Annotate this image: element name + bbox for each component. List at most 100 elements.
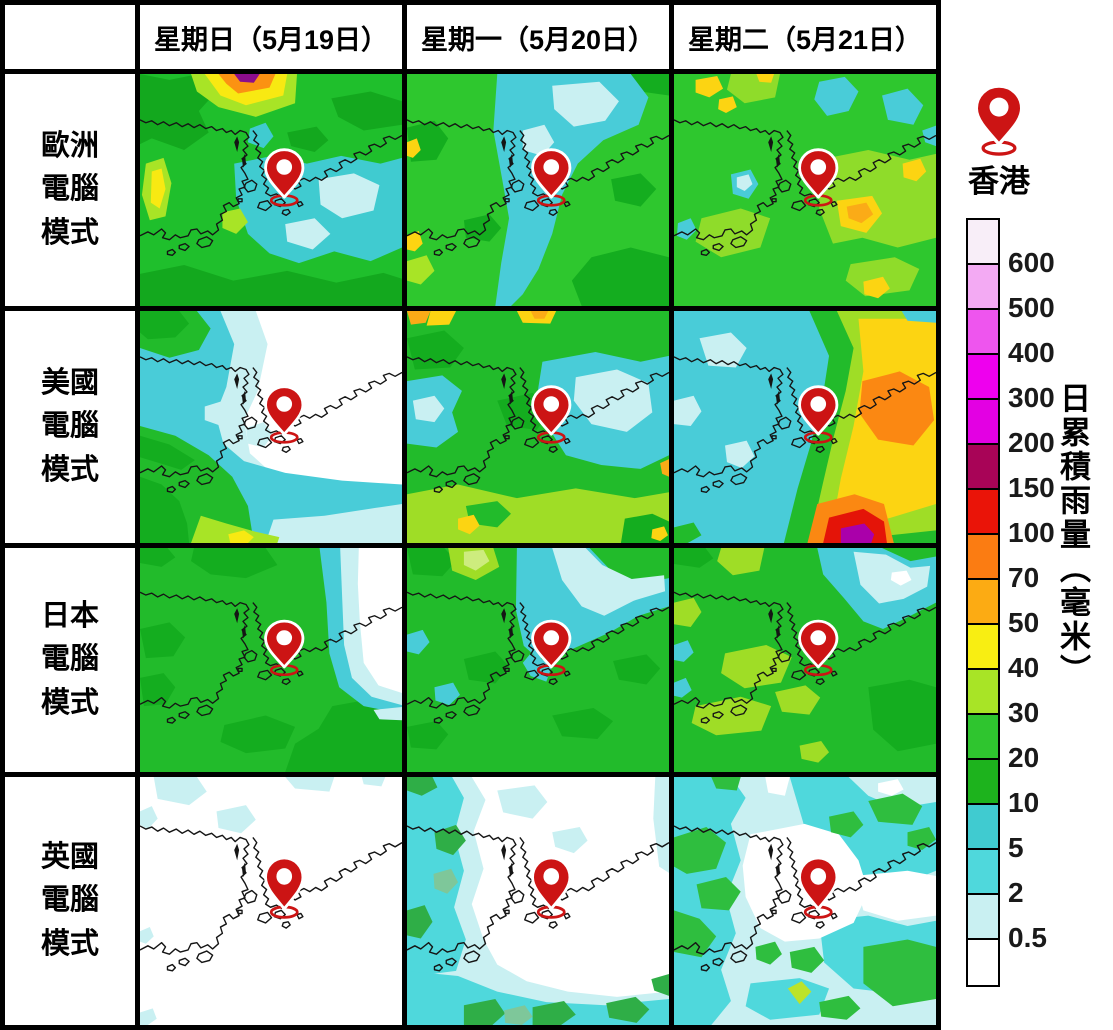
colorbar-tick-200: 200 — [1008, 427, 1055, 458]
model-label-cell-1: 美國電腦模式 — [5, 311, 135, 543]
colorbar-band-11 — [968, 715, 998, 760]
model-label-cell-2: 日本電腦模式 — [5, 548, 135, 772]
map-panel-r1c1 — [407, 311, 669, 543]
rain-contour — [140, 673, 176, 707]
rain-contour — [407, 230, 423, 252]
rain-contour — [140, 622, 186, 659]
rain-contour — [718, 96, 737, 113]
rain-contour — [228, 530, 254, 543]
colorbar-tick-150: 150 — [1008, 472, 1055, 503]
colorbar-band-8 — [968, 580, 998, 625]
map-panel-r3c1 — [407, 777, 669, 1025]
rain-contour — [613, 654, 661, 685]
rain-contour — [530, 311, 549, 319]
rain-contour — [846, 202, 874, 224]
model-label-3: 英國電腦模式 — [40, 840, 99, 960]
colorbar-tick-70: 70 — [1008, 562, 1040, 593]
rain-contour — [357, 548, 402, 693]
rain-map-r3c1 — [407, 777, 669, 1025]
rain-contour — [674, 910, 717, 958]
rain-contour — [756, 74, 775, 83]
rain-contour — [611, 173, 657, 207]
colorbar-tick-400: 400 — [1008, 337, 1055, 368]
colorbar-band-10 — [968, 670, 998, 715]
colorbar-tick-300: 300 — [1008, 382, 1055, 413]
colorbar-tick-100: 100 — [1008, 517, 1055, 548]
rain-contour — [902, 158, 927, 182]
rain-contour — [765, 777, 790, 796]
rain-contour — [573, 369, 653, 432]
rain-contour — [463, 998, 506, 1025]
rain-contour — [725, 440, 755, 468]
rain-map-r0c1 — [407, 74, 669, 306]
rain-contour — [216, 805, 256, 834]
rain-contour — [552, 548, 666, 616]
rain-contour — [696, 877, 741, 911]
rain-contour — [814, 76, 859, 116]
rain-map-r1c1 — [407, 311, 669, 543]
map-panel-r1c0 — [140, 311, 402, 543]
rain-contour — [220, 715, 296, 754]
rain-contour — [859, 371, 935, 446]
rain-contour — [407, 777, 669, 1025]
colorbar-band-4 — [968, 400, 998, 445]
colorbar-tick-0.5: 0.5 — [1008, 922, 1047, 953]
rain-contour — [695, 75, 724, 98]
colorbar-tick-40: 40 — [1008, 652, 1040, 683]
rain-map-r3c0 — [140, 777, 402, 1025]
rain-contour — [868, 679, 936, 752]
rain-contour — [532, 1001, 576, 1025]
colorbar-tick-50: 50 — [1008, 607, 1040, 638]
map-panel-r0c2 — [674, 74, 936, 306]
day-header-label-0: 星期日（5月19日） — [153, 24, 389, 55]
rain-contour — [218, 74, 276, 94]
rain-contour — [465, 501, 512, 528]
rain-contour — [863, 276, 890, 299]
rain-map-r1c0 — [140, 311, 402, 543]
colorbar-band-14 — [968, 850, 998, 895]
rain-contour — [674, 395, 702, 427]
rain-map-r3c2 — [674, 777, 936, 1025]
rain-contour — [140, 548, 176, 567]
day-header-2: 星期二（5月21日） — [674, 5, 936, 69]
rain-contour — [736, 174, 753, 191]
forecast-table: 星期日（5月19日） 星期一（5月20日） 星期二（5月21日） 歐洲電腦模式 美國電腦… — [0, 0, 941, 1030]
colorbar-band-3 — [968, 355, 998, 400]
rain-contour — [140, 74, 217, 151]
day-header-label-2: 星期二（5月21日） — [687, 24, 923, 55]
rain-contour — [829, 811, 864, 838]
colorbar-band-6 — [968, 490, 998, 535]
rain-contour — [907, 827, 936, 850]
colorbar-tick-20: 20 — [1008, 742, 1040, 773]
colorbar-band-15 — [968, 895, 998, 940]
model-label-1: 美國電腦模式 — [40, 366, 99, 486]
rain-contour — [674, 640, 694, 662]
colorbar-band-12 — [968, 760, 998, 805]
rain-contour — [265, 504, 402, 543]
rain-contour — [674, 522, 702, 543]
rain-contour — [674, 827, 727, 874]
colorbar-band-13 — [968, 805, 998, 850]
rain-contour — [463, 549, 490, 571]
rain-contour — [407, 905, 433, 939]
rain-contour — [676, 218, 697, 240]
rain-contour — [285, 698, 402, 772]
rain-contour — [651, 973, 669, 996]
colorbar-tick-10: 10 — [1008, 787, 1040, 818]
rain-contour — [426, 311, 457, 326]
map-panel-r2c1 — [407, 548, 669, 772]
rain-contour — [863, 939, 936, 1007]
rain-contour — [504, 1005, 533, 1025]
rain-contour — [234, 74, 260, 83]
rain-contour — [787, 981, 812, 1005]
colorbar-tick-30: 30 — [1008, 697, 1040, 728]
rain-contour — [717, 548, 765, 576]
colorbar-band-0 — [968, 220, 998, 265]
rain-contour — [140, 927, 154, 944]
rain-map-r0c2 — [674, 74, 936, 306]
rain-contour — [191, 548, 278, 579]
colorbar-tick-500: 500 — [1008, 292, 1055, 323]
rain-map-r1c2 — [674, 311, 936, 543]
colorbar-band-16 — [968, 940, 998, 985]
rain-contour — [140, 476, 190, 543]
